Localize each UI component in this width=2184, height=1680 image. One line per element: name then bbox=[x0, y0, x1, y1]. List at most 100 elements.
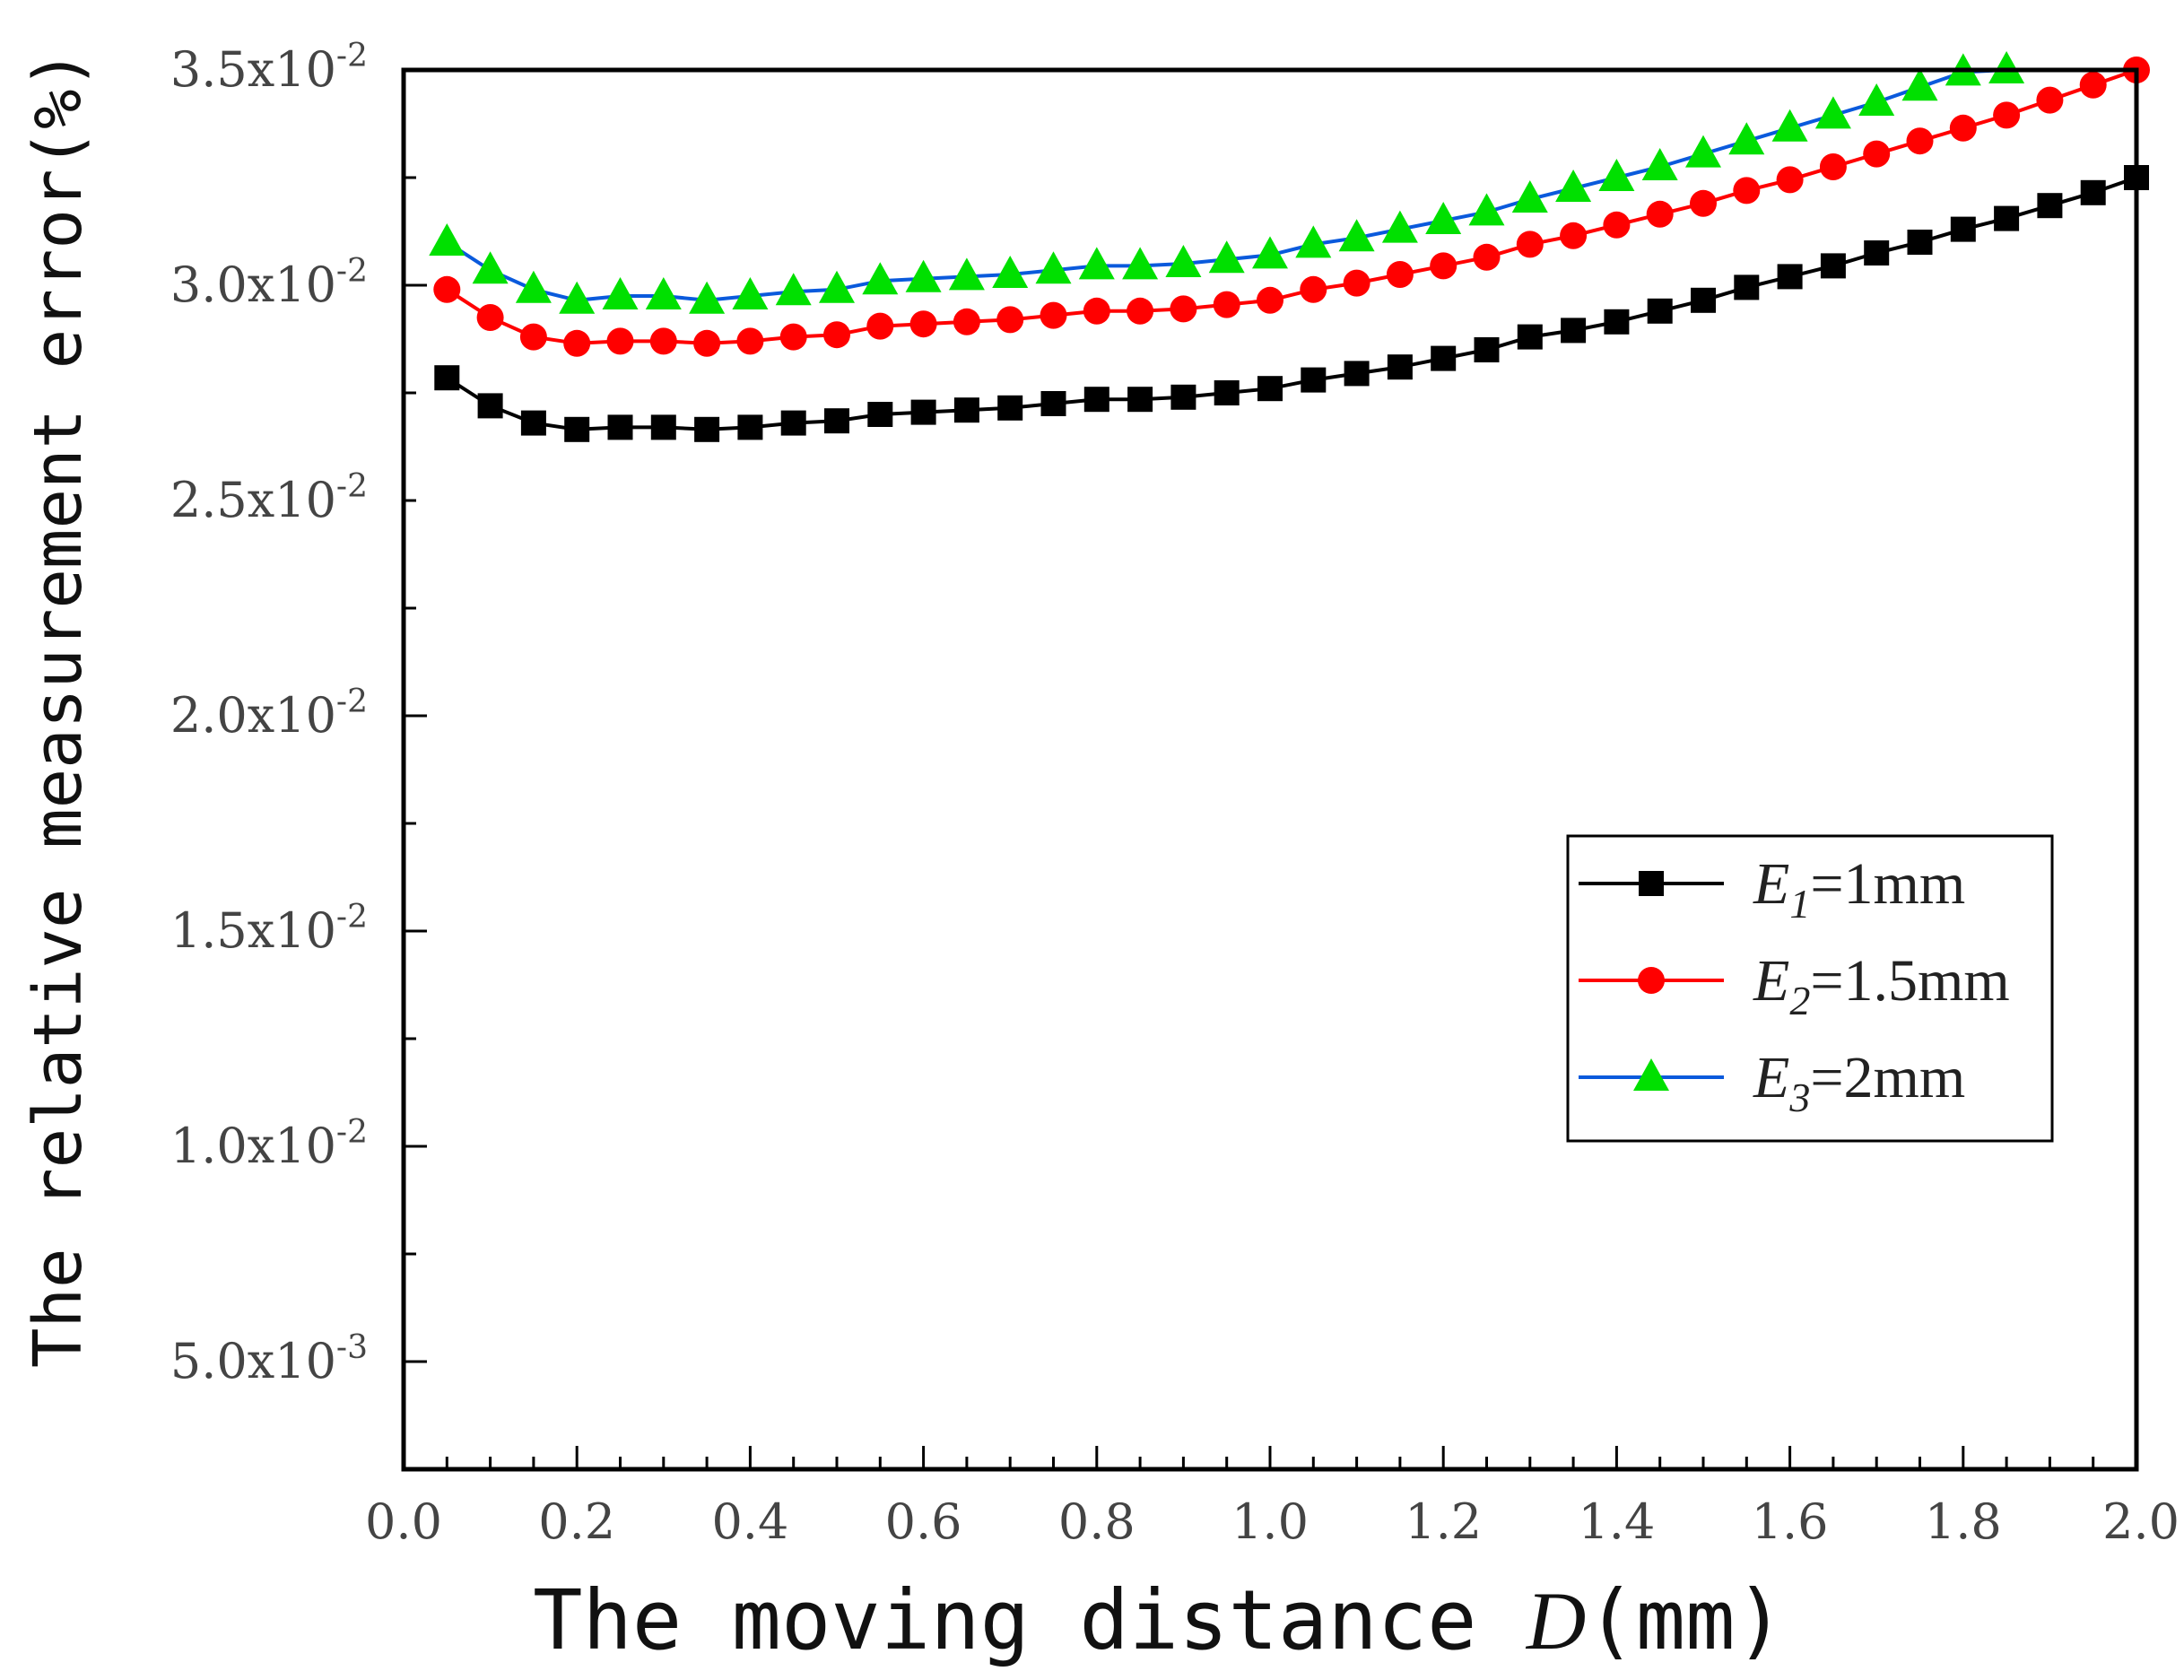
data-point-series-2 bbox=[1300, 275, 1327, 303]
data-point-series-1 bbox=[1083, 387, 1109, 413]
data-point-series-1 bbox=[1127, 387, 1153, 413]
data-point-series-2 bbox=[996, 306, 1024, 334]
data-point-series-3 bbox=[1338, 219, 1375, 252]
y-tick-exponent: -3 bbox=[336, 1329, 368, 1366]
data-point-series-2 bbox=[1819, 153, 1847, 180]
y-tick-exponent: -2 bbox=[336, 38, 368, 74]
data-point-series-2 bbox=[476, 304, 504, 331]
x-tick-label: 0.8 bbox=[1058, 1493, 1136, 1550]
data-point-series-2 bbox=[1127, 297, 1154, 325]
x-axis-title: The moving distance D(mm) bbox=[533, 1572, 1785, 1668]
data-point-series-2 bbox=[866, 312, 894, 340]
data-point-series-2 bbox=[2036, 86, 2064, 114]
data-point-series-3 bbox=[1901, 68, 1938, 101]
y-tick-label: 3.5x10-2 bbox=[170, 38, 368, 98]
data-point-series-2 bbox=[1733, 177, 1761, 205]
data-point-series-3 bbox=[1641, 148, 1678, 180]
x-tick-label: 0.6 bbox=[885, 1493, 962, 1550]
data-point-series-2 bbox=[1863, 140, 1891, 168]
data-point-series-2 bbox=[1170, 295, 1197, 323]
data-point-series-1 bbox=[1257, 376, 1283, 402]
data-point-series-1 bbox=[867, 402, 893, 427]
data-point-series-2 bbox=[1993, 101, 2021, 129]
data-point-series-3 bbox=[1771, 109, 1808, 142]
data-point-series-2 bbox=[953, 308, 980, 335]
data-point-series-2 bbox=[1473, 243, 1501, 271]
legend-value: =1mm bbox=[1810, 851, 1965, 917]
data-point-series-1 bbox=[1301, 367, 1327, 393]
x-tick-label: 1.6 bbox=[1752, 1493, 1829, 1550]
data-point-series-3 bbox=[1685, 135, 1721, 168]
x-axis-title-prefix: The moving distance bbox=[533, 1572, 1527, 1668]
data-point-series-3 bbox=[472, 251, 509, 284]
legend-value: =1.5mm bbox=[1810, 948, 2009, 1014]
data-point-series-3 bbox=[732, 277, 769, 309]
data-point-series-1 bbox=[694, 416, 720, 442]
y-tick-label: 2.0x10-2 bbox=[170, 683, 368, 744]
data-point-series-2 bbox=[693, 329, 721, 357]
data-point-series-3 bbox=[1425, 202, 1462, 234]
data-point-series-1 bbox=[1820, 253, 1846, 279]
legend-var: E bbox=[1753, 851, 1789, 917]
data-point-series-2 bbox=[433, 275, 461, 303]
data-point-series-2 bbox=[1257, 286, 1283, 314]
legend-var: E bbox=[1753, 1045, 1789, 1110]
data-point-series-2 bbox=[563, 329, 591, 357]
x-axis-title-var: D bbox=[1525, 1575, 1586, 1667]
data-point-series-1 bbox=[1907, 230, 1933, 255]
data-point-series-3 bbox=[1858, 83, 1895, 116]
data-point-series-1 bbox=[1994, 205, 2020, 231]
data-point-series-1 bbox=[1517, 324, 1543, 350]
series-line-1 bbox=[446, 176, 2137, 431]
data-point-series-1 bbox=[1344, 361, 1370, 387]
data-point-series-2 bbox=[1386, 261, 1414, 288]
data-point-series-2 bbox=[1560, 222, 1588, 249]
data-point-series-3 bbox=[862, 262, 899, 295]
data-point-series-1 bbox=[1647, 298, 1673, 324]
data-point-series-2 bbox=[1213, 291, 1240, 318]
y-tick-mantissa: 3.0x10 bbox=[170, 257, 336, 313]
y-tick-mantissa: 5.0x10 bbox=[170, 1333, 336, 1389]
data-point-series-3 bbox=[1208, 240, 1245, 274]
data-point-series-3 bbox=[992, 256, 1029, 288]
data-point-series-1 bbox=[1691, 287, 1716, 313]
data-point-series-2 bbox=[1603, 211, 1631, 239]
data-point-series-1 bbox=[607, 414, 633, 440]
data-point-series-2 bbox=[1949, 114, 1977, 142]
y-tick-exponent: -2 bbox=[336, 899, 368, 936]
legend-label: E3=2mm bbox=[1753, 1045, 1965, 1120]
data-point-series-2 bbox=[736, 327, 764, 355]
x-tick-label: 0.4 bbox=[711, 1493, 788, 1550]
data-point-series-2 bbox=[1906, 127, 1934, 155]
legend-value: =2mm bbox=[1810, 1045, 1965, 1110]
data-point-series-2 bbox=[1040, 301, 1067, 329]
data-point-series-2 bbox=[779, 323, 807, 351]
y-tick-mantissa: 2.0x10 bbox=[170, 687, 336, 744]
y-tick-label: 2.5x10-2 bbox=[170, 468, 368, 528]
legend-subscript: 2 bbox=[1789, 978, 1810, 1023]
plot-area-frame bbox=[401, 67, 2139, 1472]
y-tick-label: 5.0x10-3 bbox=[170, 1329, 368, 1389]
data-point-series-1 bbox=[1387, 354, 1413, 380]
data-point-series-2 bbox=[1646, 200, 1674, 228]
data-point-series-3 bbox=[1078, 247, 1115, 280]
legend-subscript: 1 bbox=[1789, 881, 1810, 927]
legend-marker bbox=[1639, 871, 1664, 896]
data-point-series-3 bbox=[559, 281, 596, 314]
x-tick-label: 1.0 bbox=[1231, 1493, 1309, 1550]
data-point-series-1 bbox=[520, 410, 546, 436]
data-point-series-3 bbox=[1598, 159, 1635, 191]
data-point-series-1 bbox=[997, 395, 1023, 421]
x-tick-label: 1.2 bbox=[1405, 1493, 1482, 1550]
x-tick-label: 1.4 bbox=[1578, 1493, 1655, 1550]
data-point-series-3 bbox=[1035, 251, 1072, 284]
data-point-series-1 bbox=[1474, 337, 1500, 362]
data-point-series-2 bbox=[1516, 231, 1544, 258]
data-point-series-1 bbox=[1734, 274, 1760, 300]
data-point-series-3 bbox=[602, 277, 639, 309]
x-tick-label: 0.0 bbox=[365, 1493, 442, 1550]
x-tick-label: 2.0 bbox=[2102, 1493, 2180, 1550]
data-point-series-1 bbox=[434, 365, 460, 391]
data-point-series-3 bbox=[689, 281, 726, 314]
